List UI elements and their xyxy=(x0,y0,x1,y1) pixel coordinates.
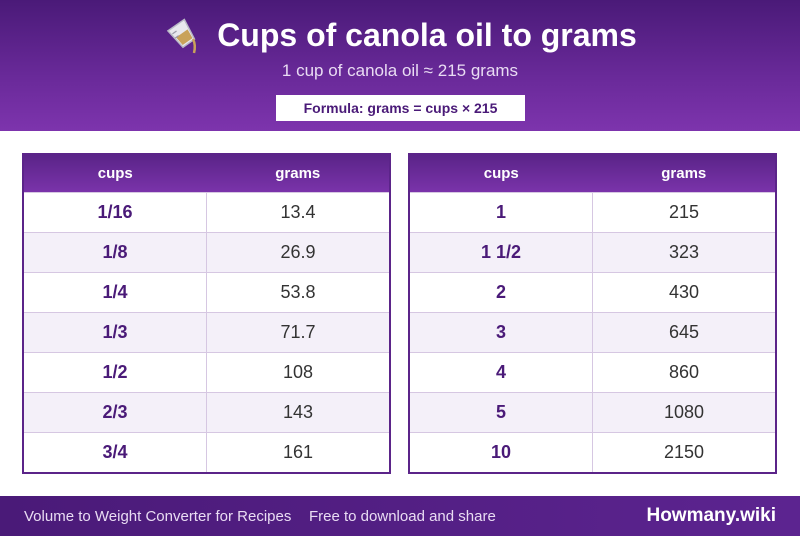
column-header-grams: grams xyxy=(592,155,775,192)
grams-cell: 13.4 xyxy=(206,191,389,232)
table-row: 1/16 13.4 xyxy=(24,191,389,232)
measuring-cup-pouring-icon xyxy=(163,15,203,55)
brand-link[interactable]: Howmany.wiki xyxy=(646,505,776,526)
cups-cell: 1/16 xyxy=(24,191,207,232)
subtitle: 1 cup of canola oil ≈ 215 grams xyxy=(281,61,519,80)
cups-cell: 10 xyxy=(410,431,593,472)
table-header-row: cups grams xyxy=(410,155,775,192)
footer-tagline: Volume to Weight Converter for Recipes xyxy=(24,507,292,525)
table-header-row: cups grams xyxy=(24,155,389,192)
grams-cell: 161 xyxy=(206,431,389,472)
formula-box: Formula: grams = cups × 215 xyxy=(276,95,525,121)
footer-bar: Volume to Weight Converter for Recipes F… xyxy=(0,496,800,536)
grams-cell: 215 xyxy=(592,191,775,232)
column-header-cups: cups xyxy=(410,155,593,192)
table-row: 3/4 161 xyxy=(24,431,389,472)
grams-cell: 26.9 xyxy=(206,231,389,272)
grams-cell: 860 xyxy=(592,351,775,392)
grams-cell: 108 xyxy=(206,351,389,392)
cups-cell: 1/4 xyxy=(24,271,207,312)
cups-cell: 2/3 xyxy=(24,391,207,432)
grams-cell: 430 xyxy=(592,271,775,312)
column-header-cups: cups xyxy=(24,155,207,192)
cups-cell: 3 xyxy=(410,311,593,352)
conversion-table-left: cups grams 1/16 13.4 1/8 26.9 1/4 53.8 1/3 7… xyxy=(22,153,391,474)
cups-cell: 1 xyxy=(410,191,593,232)
cups-cell: 4 xyxy=(410,351,593,392)
table-row: 2 430 xyxy=(410,271,775,312)
table-row: 1/2 108 xyxy=(24,351,389,392)
grams-cell: 143 xyxy=(206,391,389,432)
cups-cell: 1/2 xyxy=(24,351,207,392)
table-row: 1/8 26.9 xyxy=(24,231,389,272)
cups-cell: 1 1/2 xyxy=(410,231,593,272)
grams-cell: 1080 xyxy=(592,391,775,432)
grams-cell: 2150 xyxy=(592,431,775,472)
table-row: 2/3 143 xyxy=(24,391,389,432)
table-row: 5 1080 xyxy=(410,391,775,432)
table-row: 1 215 xyxy=(410,191,775,232)
cups-cell: 2 xyxy=(410,271,593,312)
table-row: 1 1/2 323 xyxy=(410,231,775,272)
table-row: 1/3 71.7 xyxy=(24,311,389,352)
grams-cell: 645 xyxy=(592,311,775,352)
table-row: 3 645 xyxy=(410,311,775,352)
title-row: Cups of canola oil to grams xyxy=(0,14,800,56)
header-banner: Cups of canola oil to grams 1 cup of can… xyxy=(0,0,800,131)
grams-cell: 323 xyxy=(592,231,775,272)
conversion-table-right: cups grams 1 215 1 1/2 323 2 430 3 645 4 860 … xyxy=(408,153,777,474)
grams-cell: 71.7 xyxy=(206,311,389,352)
table-row: 4 860 xyxy=(410,351,775,392)
table-row: 1/4 53.8 xyxy=(24,271,389,312)
cups-cell: 3/4 xyxy=(24,431,207,472)
page-title: Cups of canola oil to grams xyxy=(217,16,637,53)
table-row: 10 2150 xyxy=(410,431,775,472)
footer-share-note: Free to download and share xyxy=(309,507,496,525)
grams-cell: 53.8 xyxy=(206,271,389,312)
cups-cell: 1/3 xyxy=(24,311,207,352)
cups-cell: 5 xyxy=(410,391,593,432)
cups-cell: 1/8 xyxy=(24,231,207,272)
column-header-grams: grams xyxy=(206,155,389,192)
